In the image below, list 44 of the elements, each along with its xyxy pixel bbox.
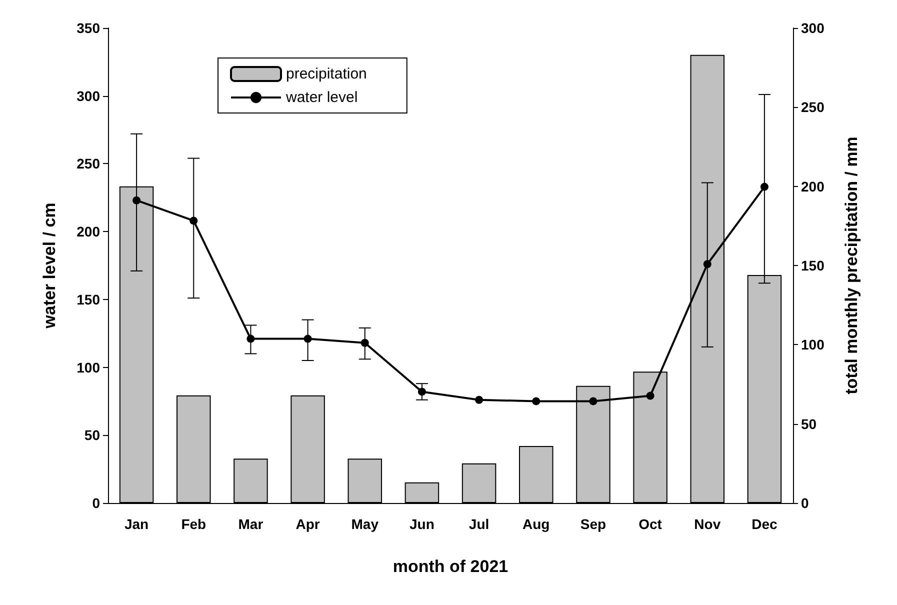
x-tick-label: Jul: [468, 516, 490, 532]
point: [760, 182, 768, 191]
y-tick-label: 200: [76, 224, 100, 240]
y-tick-label: 300: [76, 88, 100, 104]
y-tick-label: 350: [76, 20, 100, 36]
y-tick-label: 0: [92, 495, 100, 511]
y2-tick-label: 0: [801, 495, 809, 511]
y-tick-label: 150: [76, 291, 100, 308]
y2-axis-title: total monthly precipitation / mm: [842, 136, 861, 394]
point: [703, 260, 712, 268]
point: [190, 216, 198, 225]
x-tick-label: Feb: [181, 516, 206, 532]
y-tick-label: 50: [84, 427, 100, 444]
legend-label: precipitation: [286, 66, 367, 82]
x-tick-label: Aug: [522, 516, 550, 532]
point: [132, 196, 141, 204]
x-tick-label: Apr: [296, 516, 320, 532]
x-tick-label: Mar: [238, 516, 264, 532]
y-axis-title: water level / cm: [40, 202, 59, 330]
point: [589, 397, 598, 406]
point: [304, 334, 312, 343]
x-tick-label: May: [351, 516, 379, 532]
x-tick-label: Jun: [410, 516, 434, 532]
x-tick-label: Nov: [694, 516, 721, 532]
x-axis-title: month of 2021: [392, 557, 508, 576]
x-tick-label: Dec: [752, 516, 778, 532]
x-tick-label: Sep: [580, 516, 606, 532]
point: [246, 334, 255, 343]
y2-tick-label: 100: [801, 336, 825, 353]
y2-tick-label: 250: [801, 99, 825, 116]
point: [646, 392, 654, 400]
point: [532, 397, 540, 406]
x-tick-label: Oct: [638, 516, 662, 532]
point: [360, 338, 369, 347]
legend-label: water level: [285, 89, 358, 106]
point: [418, 388, 426, 396]
y2-tick-label: 50: [801, 416, 817, 432]
y-tick-label: 250: [76, 156, 100, 172]
y2-tick-label: 300: [801, 20, 825, 36]
x-tick-label: Jan: [124, 516, 149, 532]
y2-tick-label: 150: [801, 258, 825, 274]
y-tick-label: 100: [76, 359, 100, 376]
y2-tick-label: 200: [801, 178, 825, 194]
point: [475, 396, 484, 404]
